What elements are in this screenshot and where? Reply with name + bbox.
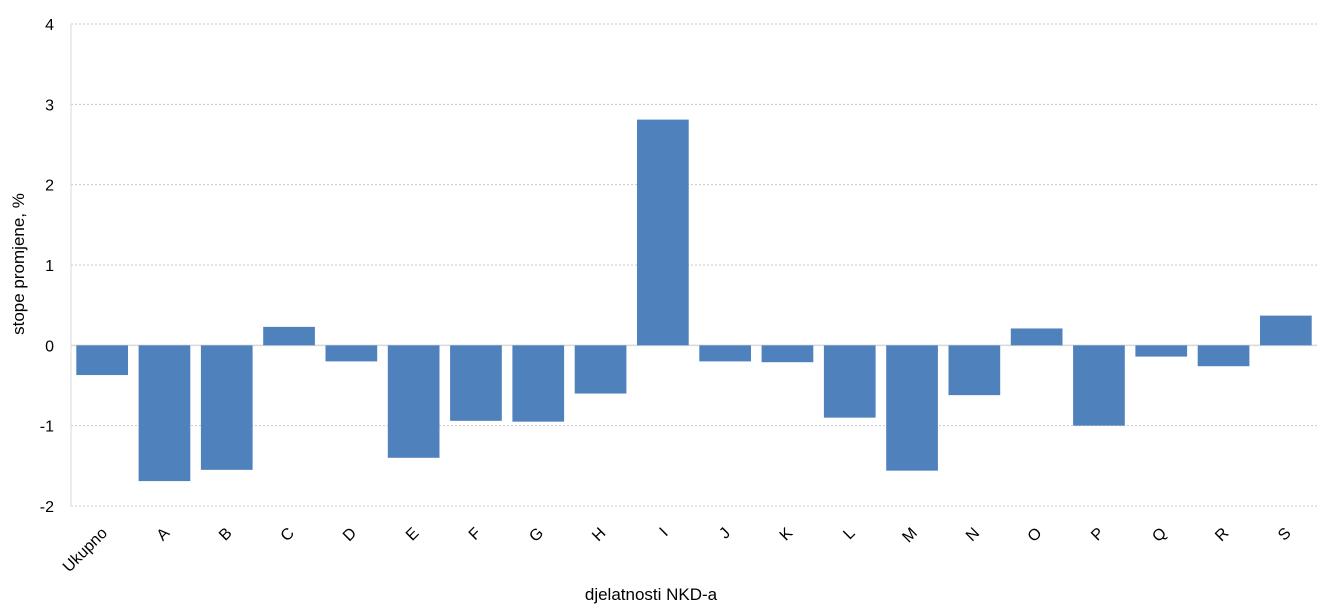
x-tick-label: Q — [1149, 525, 1170, 546]
x-tick-label: N — [963, 525, 983, 545]
bar — [1197, 345, 1250, 367]
bar — [387, 345, 440, 458]
x-tick-label: C — [278, 525, 298, 545]
bar — [823, 345, 876, 418]
bar — [574, 345, 627, 394]
bar — [1010, 328, 1063, 346]
x-tick-label: L — [840, 525, 858, 543]
bars — [76, 119, 1312, 482]
x-tick-label: J — [716, 525, 734, 543]
x-tick-labels: Ukupno A B C D E F G H I J K L M N O P Q R S — [60, 525, 1295, 576]
x-tick-label: G — [526, 525, 547, 546]
bar — [512, 345, 565, 422]
axes — [70, 24, 1317, 506]
y-tick-label: 4 — [45, 17, 54, 34]
y-tick-label: -1 — [40, 419, 54, 436]
y-axis-title: stope promjene, % — [9, 193, 28, 335]
y-tick-label: 1 — [45, 258, 54, 275]
bar — [1073, 345, 1125, 426]
bar — [636, 119, 689, 346]
bar — [76, 345, 129, 376]
bar — [263, 326, 315, 346]
y-tick-label: -2 — [40, 499, 54, 516]
x-axis-title: djelatnosti NKD-a — [585, 585, 718, 604]
x-tick-label: A — [154, 525, 174, 545]
bar — [886, 345, 938, 471]
x-tick-label: H — [589, 525, 609, 545]
gridlines — [71, 23, 1317, 507]
y-tick-label: 0 — [45, 338, 54, 355]
bar — [699, 345, 752, 362]
bar — [1135, 345, 1188, 357]
y-tick-label: 3 — [45, 97, 54, 114]
bar — [1259, 315, 1312, 346]
x-tick-label: F — [466, 525, 485, 544]
y-tick-labels: -2 -1 0 1 2 3 4 — [40, 17, 54, 516]
bar — [948, 345, 1001, 396]
x-tick-label: D — [340, 525, 360, 545]
x-tick-label: P — [1088, 525, 1108, 545]
bar — [200, 345, 253, 470]
x-tick-label: O — [1025, 525, 1046, 546]
x-tick-label: K — [777, 525, 797, 545]
x-tick-label: B — [216, 525, 236, 545]
x-tick-label: E — [403, 525, 423, 545]
x-tick-label: R — [1212, 525, 1232, 545]
x-tick-label: S — [1275, 525, 1295, 545]
bar — [450, 345, 502, 421]
bar — [761, 345, 814, 363]
bar — [138, 345, 191, 482]
x-tick-label: Ukupno — [60, 525, 111, 576]
x-tick-label: I — [657, 525, 672, 540]
bar — [325, 345, 378, 362]
x-tick-label: M — [899, 525, 920, 546]
y-tick-label: 2 — [45, 178, 54, 195]
